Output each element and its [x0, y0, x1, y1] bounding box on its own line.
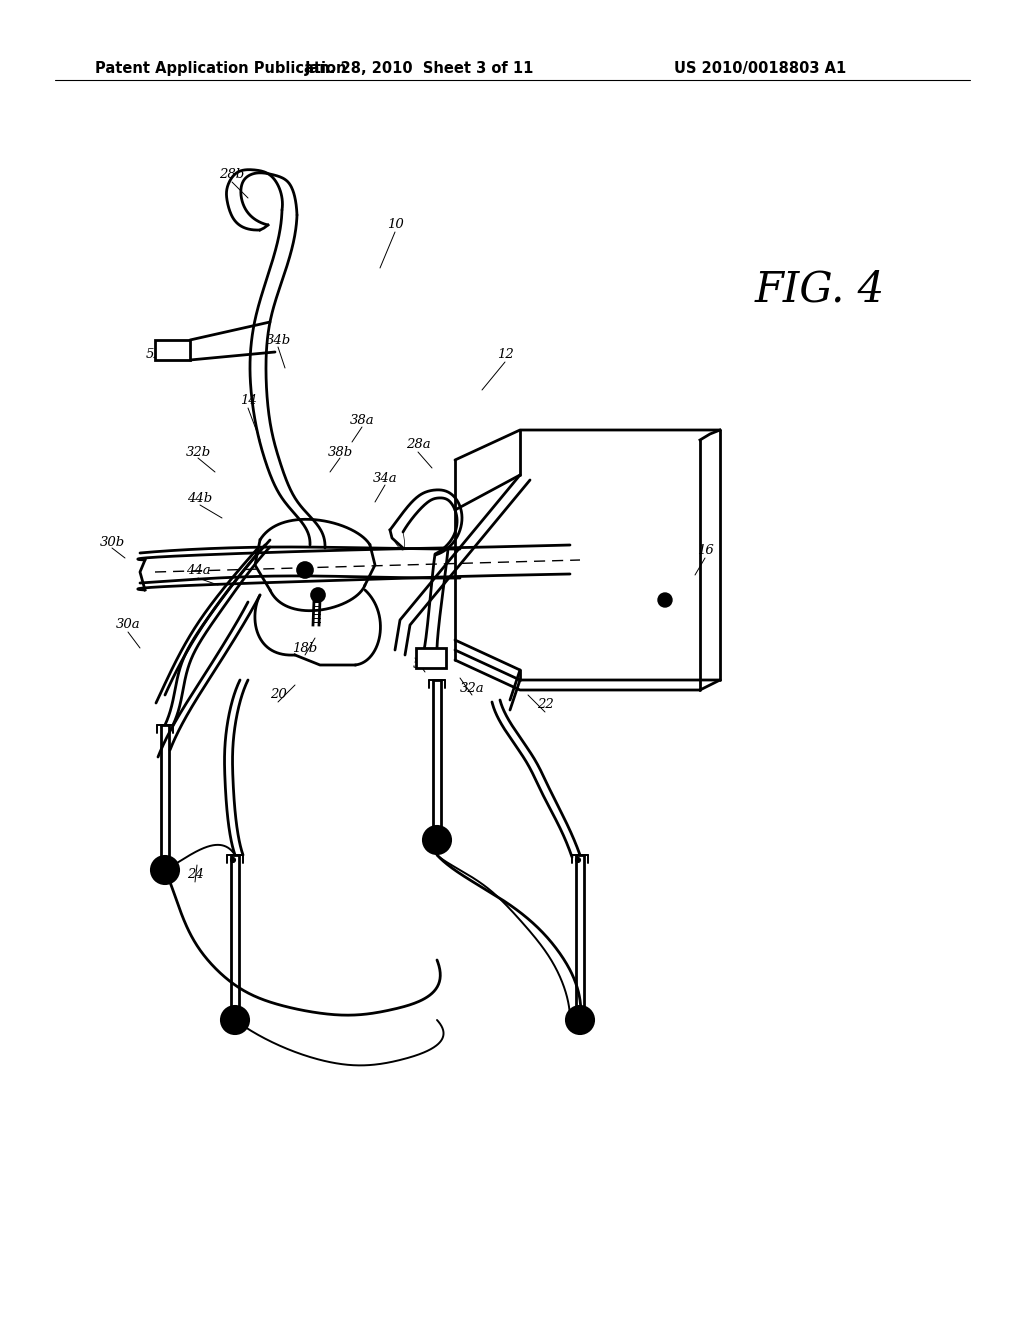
Text: 28a: 28a — [406, 438, 430, 451]
Text: 14: 14 — [240, 393, 256, 407]
Text: 16: 16 — [696, 544, 714, 557]
Text: 38b: 38b — [328, 446, 352, 458]
Text: 44b: 44b — [187, 491, 213, 504]
Text: 52b: 52b — [145, 348, 171, 362]
Text: 44a: 44a — [185, 564, 210, 577]
Text: 32b: 32b — [185, 446, 211, 458]
Text: Jan. 28, 2010  Sheet 3 of 11: Jan. 28, 2010 Sheet 3 of 11 — [305, 61, 535, 75]
Text: 10: 10 — [387, 219, 403, 231]
Text: 20: 20 — [269, 689, 287, 701]
Text: 52a: 52a — [413, 659, 437, 672]
Circle shape — [301, 566, 309, 574]
Text: 28b: 28b — [219, 169, 245, 181]
Circle shape — [311, 587, 325, 602]
Text: 34b: 34b — [265, 334, 291, 346]
Text: FIG. 4: FIG. 4 — [755, 269, 885, 312]
Text: 22: 22 — [537, 698, 553, 711]
Text: 30a: 30a — [116, 619, 140, 631]
Bar — [155, 341, 190, 360]
Circle shape — [230, 858, 236, 862]
Circle shape — [165, 346, 171, 354]
Text: 30b: 30b — [99, 536, 125, 549]
Text: 38a: 38a — [349, 413, 375, 426]
Text: 18b: 18b — [293, 642, 317, 655]
Text: 24: 24 — [186, 869, 204, 882]
Circle shape — [297, 562, 313, 578]
Text: 32a: 32a — [460, 681, 484, 694]
Circle shape — [221, 1006, 249, 1034]
Circle shape — [575, 858, 581, 862]
Text: Patent Application Publication: Patent Application Publication — [95, 61, 346, 75]
Bar — [416, 648, 446, 668]
Circle shape — [427, 656, 434, 664]
Text: 34a: 34a — [373, 471, 397, 484]
Circle shape — [566, 1006, 594, 1034]
Circle shape — [423, 826, 451, 854]
Text: US 2010/0018803 A1: US 2010/0018803 A1 — [674, 61, 846, 75]
Text: 12: 12 — [497, 348, 513, 362]
Circle shape — [658, 593, 672, 607]
Circle shape — [151, 855, 179, 884]
